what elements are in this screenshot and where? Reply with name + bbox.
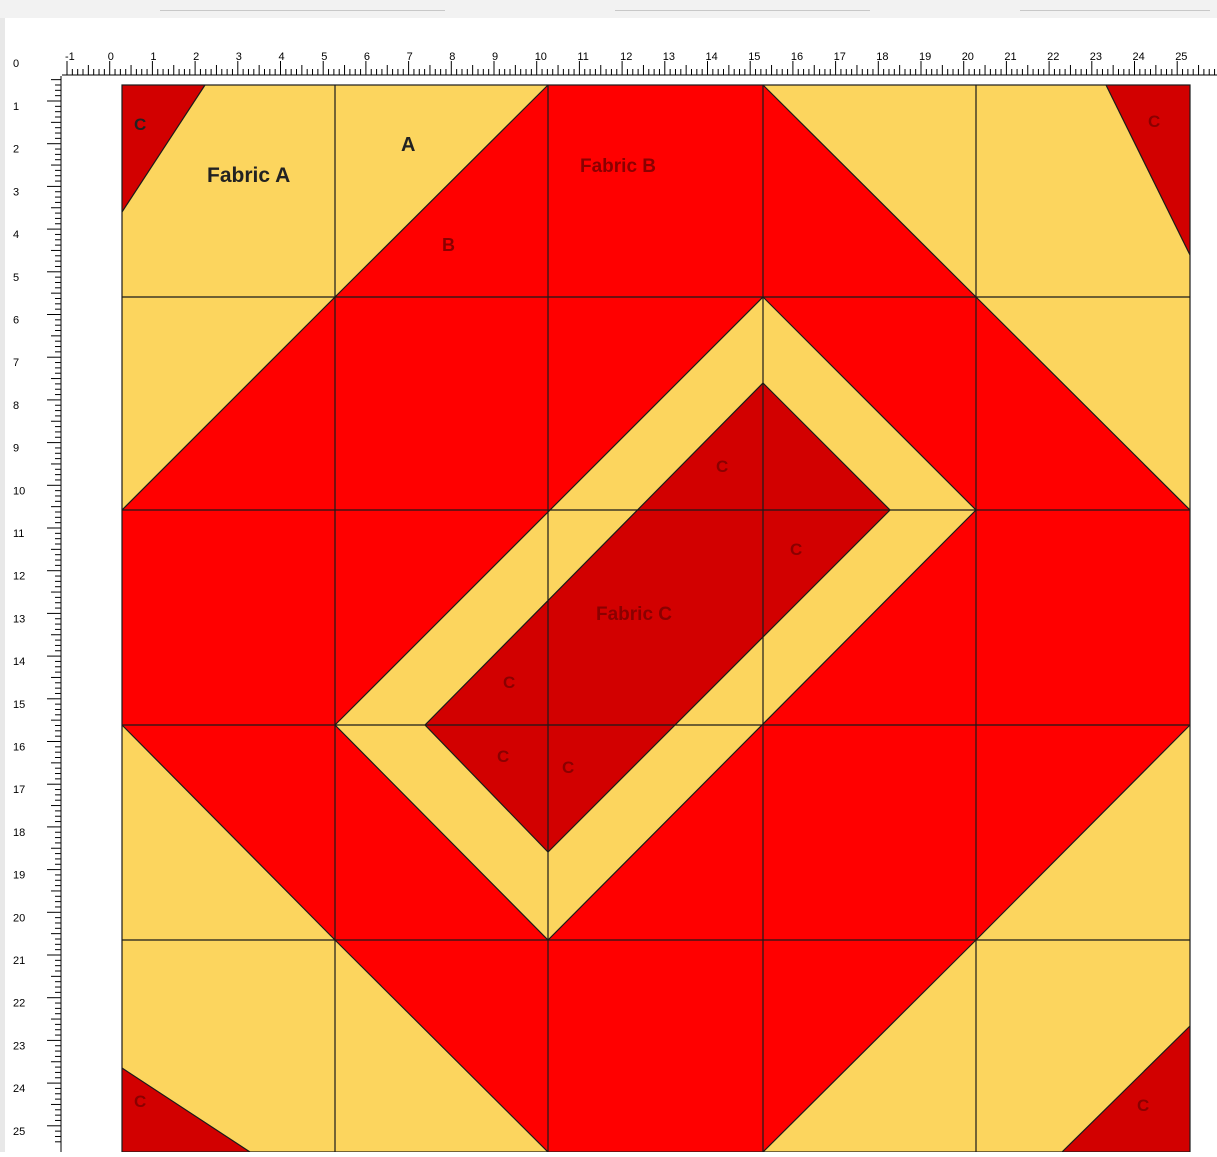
ruler-label: 4 <box>13 229 19 241</box>
ruler-label: 12 <box>13 571 25 583</box>
label-fabric-b: Fabric B <box>580 156 656 177</box>
ruler-label: 17 <box>834 51 846 63</box>
ruler-label: 16 <box>13 742 25 754</box>
label-b: B <box>442 235 455 255</box>
label-c: C <box>790 540 802 559</box>
label-c: C <box>134 1092 146 1111</box>
label-c: C <box>1148 112 1160 131</box>
horizontal-ruler-labels: -1 0 1 2 3 4 5 6 7 8 9 10 11 12 13 14 15 16 17 18 19 20 21 22 23… <box>65 51 1187 63</box>
ruler-label: 17 <box>13 784 25 796</box>
horizontal-ruler-ticks <box>62 61 1217 76</box>
ruler-label: 11 <box>13 528 24 540</box>
ruler-label: -1 <box>65 51 75 63</box>
ruler-label: 15 <box>13 699 25 711</box>
ruler-label: 21 <box>1004 51 1016 63</box>
ruler-label: 2 <box>13 144 19 156</box>
horizontal-ruler-svg: -1 0 1 2 3 4 5 6 7 8 9 10 11 12 13 14 15 16 17 18 19 20 21 22 23… <box>62 51 1217 76</box>
ruler-label: 5 <box>321 51 327 63</box>
grid-seams <box>121 84 1191 1153</box>
label-c: C <box>1137 1096 1149 1115</box>
ruler-label: 7 <box>407 51 413 63</box>
ruler-label: 12 <box>620 51 632 63</box>
label-c: C <box>716 457 728 476</box>
ruler-label: 20 <box>13 912 25 924</box>
toolbar-segment <box>615 4 870 11</box>
quilt-design-canvas[interactable]: Fabric A A Fabric B B Fabric C C C C C C… <box>62 76 1217 1153</box>
ruler-label: 22 <box>13 998 25 1010</box>
ruler-label: 3 <box>13 186 19 198</box>
label-a: A <box>401 134 415 156</box>
ruler-label: 4 <box>279 51 285 63</box>
ruler-label: 23 <box>13 1040 25 1052</box>
ruler-label: 5 <box>13 272 19 284</box>
ruler-label: 18 <box>13 827 25 839</box>
ruler-label: 10 <box>13 485 25 497</box>
ruler-label: 25 <box>1175 51 1187 63</box>
label-fabric-a: Fabric A <box>207 164 290 187</box>
ruler-label: 0 <box>108 51 114 63</box>
ruler-label: 13 <box>13 613 25 625</box>
quilt-block-svg: Fabric A A Fabric B B Fabric C C C C C C… <box>121 84 1191 1153</box>
ruler-label: 11 <box>577 51 588 63</box>
toolbar-segment <box>160 4 445 11</box>
ruler-label: 23 <box>1090 51 1102 63</box>
fabric-c-center-rectangle[interactable] <box>425 383 890 852</box>
ruler-label: 10 <box>535 51 547 63</box>
fabric-a-square-bottom-left[interactable] <box>122 940 335 1152</box>
ruler-label: 1 <box>13 101 19 113</box>
ruler-corner: 0 <box>5 18 62 76</box>
ruler-label: 25 <box>13 1126 25 1138</box>
toolbar-segment <box>1020 4 1210 11</box>
ruler-label: 21 <box>13 955 25 967</box>
ruler-label: 13 <box>663 51 675 63</box>
vertical-ruler-svg: 1234567891011121314151617181920212223242… <box>13 76 62 1152</box>
ruler-label: 15 <box>748 51 760 63</box>
horizontal-ruler[interactable]: -1 0 1 2 3 4 5 6 7 8 9 10 11 12 13 14 15 16 17 18 19 20 21 22 23… <box>62 18 1217 76</box>
ruler-label: 9 <box>13 443 19 455</box>
ruler-label: 7 <box>13 357 19 369</box>
ruler-label: 18 <box>876 51 888 63</box>
label-c: C <box>503 673 515 692</box>
vertical-ruler[interactable]: 1 2 3 4 5 6 7 8 9 10 11 12 13 14 15 16 17 18 19 20 21 22 23 24 2… <box>5 76 62 1152</box>
ruler-corner-label: 0 <box>13 58 20 70</box>
ruler-label: 6 <box>364 51 370 63</box>
ruler-label: 3 <box>236 51 242 63</box>
ruler-label: 22 <box>1047 51 1059 63</box>
ruler-label: 20 <box>962 51 974 63</box>
vertical-ruler-labels: 1234567891011121314151617181920212223242… <box>13 101 25 1138</box>
ruler-label: 2 <box>193 51 199 63</box>
label-c: C <box>134 115 146 134</box>
ruler-label: 6 <box>13 315 19 327</box>
ruler-label: 19 <box>919 51 931 63</box>
ruler-label: 14 <box>13 656 25 668</box>
ruler-label: 1 <box>150 51 156 63</box>
ruler-label: 24 <box>1133 51 1145 63</box>
label-fabric-c: Fabric C <box>596 604 672 625</box>
fabric-a-square-top-left[interactable] <box>122 85 335 297</box>
ruler-label: 16 <box>791 51 803 63</box>
ruler-label: 24 <box>13 1083 25 1095</box>
ruler-label: 9 <box>492 51 498 63</box>
toolbar-strip <box>0 0 1217 19</box>
vertical-ruler-ticks <box>47 76 62 1152</box>
ruler-label: 8 <box>449 51 455 63</box>
ruler-label: 19 <box>13 870 25 882</box>
label-c: C <box>497 747 509 766</box>
label-c: C <box>562 758 574 777</box>
ruler-label: 8 <box>13 400 19 412</box>
ruler-label: 14 <box>706 51 718 63</box>
